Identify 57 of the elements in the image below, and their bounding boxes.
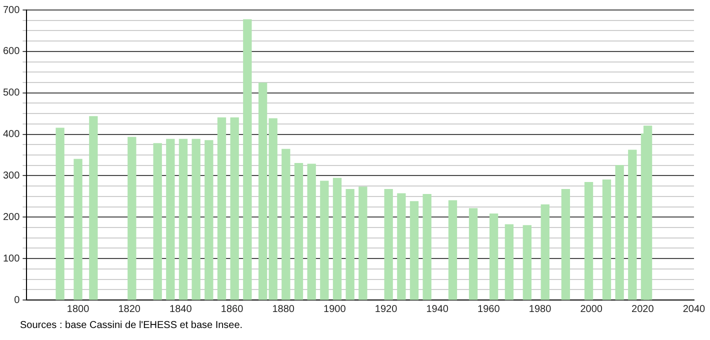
bar <box>282 148 290 300</box>
x-tick-label: 1920 <box>374 304 398 315</box>
bar <box>346 189 354 300</box>
bar <box>56 128 64 300</box>
bar <box>128 136 136 300</box>
y-tick-label: 0 <box>14 294 20 306</box>
bar <box>410 201 419 300</box>
bar <box>89 116 98 300</box>
bar <box>522 225 532 300</box>
bar <box>615 165 624 300</box>
x-tick-label: 2040 <box>682 304 706 315</box>
bar <box>74 158 82 300</box>
bar <box>192 138 200 300</box>
x-tick-label: 1880 <box>272 304 295 315</box>
x-tick-label: 1820 <box>118 304 141 315</box>
source-note: Sources : base Cassini de l'EHESS et base Insee. <box>20 320 243 331</box>
bar <box>166 138 175 300</box>
bar <box>397 193 406 300</box>
bar <box>243 19 252 300</box>
x-tick-label: 1960 <box>478 304 500 315</box>
x-tick-label: 1840 <box>170 304 192 315</box>
bar <box>584 182 594 300</box>
x-tick-label: 2000 <box>580 304 603 315</box>
bar <box>448 200 458 300</box>
y-tick-label: 300 <box>2 170 20 182</box>
y-tick-label: 700 <box>2 4 20 16</box>
bar <box>504 224 514 300</box>
bar <box>540 204 550 300</box>
y-tick-label: 500 <box>2 88 20 99</box>
bar <box>468 208 478 300</box>
x-tick-label: 1940 <box>426 304 449 315</box>
bar <box>307 164 316 300</box>
bar <box>217 117 226 300</box>
x-tick-label: 2020 <box>632 304 654 315</box>
y-tick-label: 100 <box>2 253 20 264</box>
y-tick-label: 200 <box>2 212 20 223</box>
bar <box>230 117 239 300</box>
bar <box>332 178 342 300</box>
bar <box>384 189 393 300</box>
bar <box>294 162 304 300</box>
y-tick-label: 400 <box>2 129 20 140</box>
bar <box>422 194 432 300</box>
bar <box>204 140 214 300</box>
x-tick-label: 1980 <box>528 304 552 315</box>
bar <box>320 180 329 300</box>
bar <box>602 180 612 300</box>
bar <box>178 138 188 300</box>
x-tick-label: 1900 <box>324 304 346 315</box>
bar <box>489 214 498 300</box>
bar <box>561 189 570 300</box>
x-tick-label: 1860 <box>220 304 244 315</box>
bar <box>358 186 368 300</box>
bar <box>153 143 162 300</box>
bar <box>628 150 637 300</box>
x-tick-label: 1800 <box>66 304 90 315</box>
bar <box>643 126 652 300</box>
y-tick-label: 600 <box>2 46 20 58</box>
